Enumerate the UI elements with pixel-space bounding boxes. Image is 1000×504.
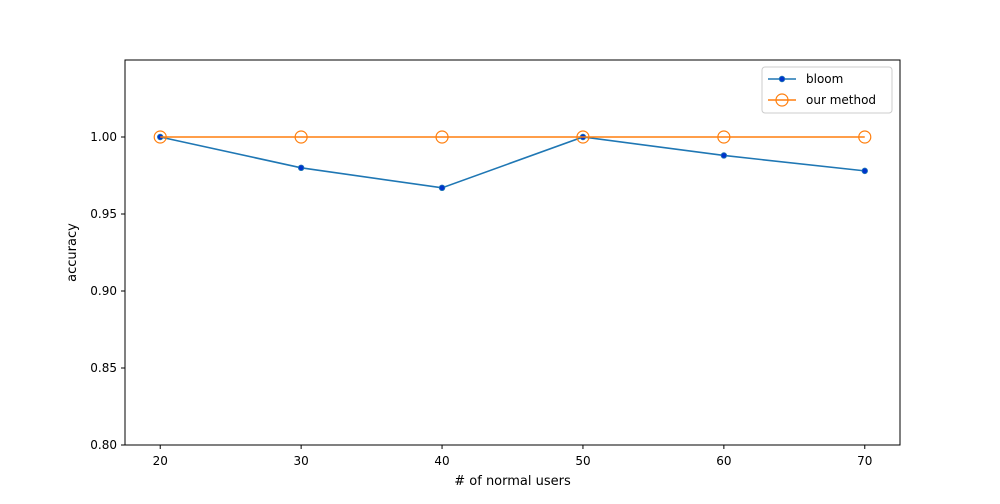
legend: bloom our method [761,66,893,114]
x-tick-label: 30 [293,454,308,468]
x-tick-label: 50 [575,454,590,468]
legend-marker-our-method [775,93,789,107]
legend-label-our-method: our method [806,93,876,107]
data-point-our-method [576,130,590,144]
series-line-bloom [160,136,865,189]
data-point-bloom [297,164,305,171]
data-point-bloom [861,167,868,175]
data-point-our-method [153,130,167,144]
data-point-our-method [858,130,872,144]
x-tick-label: 20 [153,454,168,468]
data-point-bloom [720,152,728,159]
y-tick-label: 0.95 [90,207,117,221]
y-tick-label: 1.00 [90,130,117,144]
legend-label-bloom: bloom [806,72,843,86]
x-tick-label: 60 [716,454,731,468]
x-tick-label: 70 [857,454,872,468]
y-tick-label: 0.90 [90,284,117,298]
y-tick-label: 0.80 [90,438,117,452]
data-point-our-method [435,130,449,144]
data-point-our-method [717,130,731,144]
x-axis-label: # of normal users [454,474,571,489]
data-point-bloom [438,184,446,192]
legend-marker-bloom [778,75,786,83]
y-tick-label: 0.85 [90,361,117,375]
x-tick-label: 40 [434,454,449,468]
plot-frame [124,59,901,446]
data-point-our-method [294,130,308,144]
y-axis-label: accuracy [65,223,80,282]
